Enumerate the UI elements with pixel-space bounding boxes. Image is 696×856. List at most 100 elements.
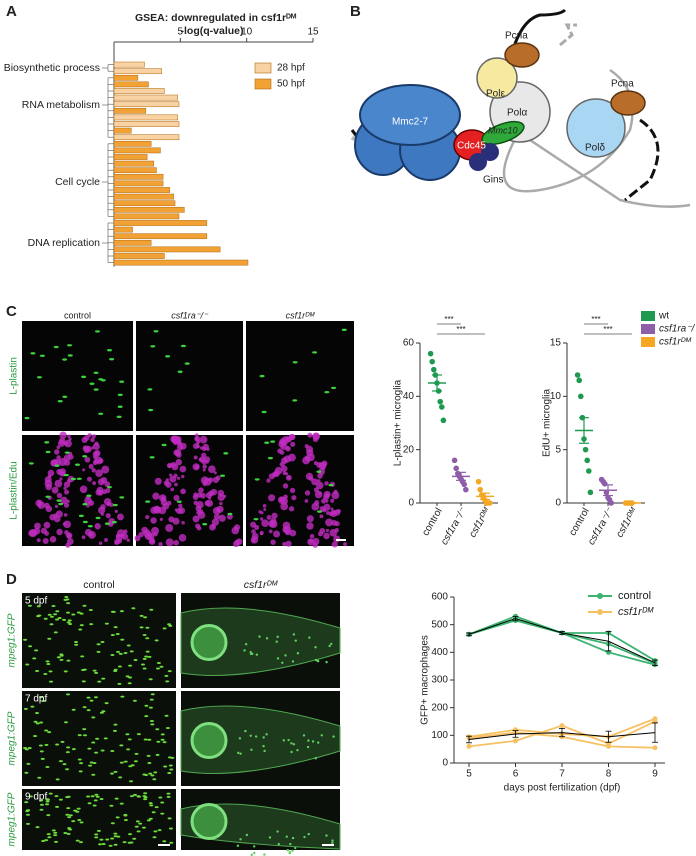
y-tick-label: 600 bbox=[431, 592, 448, 603]
panel-label: C bbox=[6, 303, 17, 320]
macrophage bbox=[90, 795, 95, 798]
edu-signal bbox=[334, 527, 339, 533]
macrophage bbox=[155, 667, 160, 670]
macrophage bbox=[162, 627, 167, 630]
gfp-signal bbox=[288, 851, 291, 855]
macrophage bbox=[41, 839, 46, 842]
significance-label: *** bbox=[456, 325, 465, 334]
eye bbox=[190, 803, 228, 840]
edu-signal bbox=[53, 449, 60, 455]
microglia bbox=[180, 344, 186, 348]
macrophage bbox=[112, 729, 117, 732]
macrophage bbox=[25, 822, 30, 825]
bar bbox=[113, 121, 180, 127]
edu-signal bbox=[64, 459, 71, 466]
edu-signal bbox=[44, 476, 52, 484]
macrophage bbox=[132, 793, 137, 796]
edu-signal bbox=[262, 504, 267, 508]
macrophage bbox=[46, 833, 51, 836]
gins bbox=[481, 143, 499, 161]
gfp-signal bbox=[265, 733, 268, 736]
macrophage bbox=[34, 712, 39, 715]
data-point bbox=[586, 468, 592, 474]
bar bbox=[113, 94, 178, 101]
macrophage bbox=[48, 792, 53, 795]
legend-label: wt bbox=[658, 311, 669, 322]
macrophage bbox=[26, 809, 31, 812]
y-tick-label: 40 bbox=[403, 391, 415, 402]
microglia bbox=[184, 362, 190, 365]
microglia bbox=[270, 440, 276, 443]
macrophage bbox=[79, 612, 84, 615]
macrophage bbox=[164, 714, 169, 717]
gfp-signal bbox=[291, 849, 294, 852]
edu-signal bbox=[36, 538, 41, 543]
microglia bbox=[254, 478, 260, 481]
macrophage bbox=[60, 740, 65, 743]
edu-signal bbox=[263, 508, 267, 512]
macrophage bbox=[127, 738, 132, 741]
edu-signal bbox=[282, 483, 289, 489]
macrophage bbox=[139, 614, 144, 617]
edu-signal bbox=[54, 479, 63, 488]
macrophage bbox=[160, 738, 165, 741]
legend-label: 28 hpf bbox=[277, 63, 305, 74]
gfp-signal bbox=[320, 734, 323, 737]
microglia bbox=[87, 524, 93, 528]
microglia bbox=[264, 441, 270, 444]
macrophage bbox=[125, 733, 130, 736]
edu-signal bbox=[105, 513, 111, 519]
macrophage bbox=[93, 799, 98, 802]
gfp-signal bbox=[253, 851, 256, 855]
edu-signal bbox=[180, 488, 186, 495]
macrophage bbox=[86, 696, 91, 699]
bar bbox=[113, 200, 176, 207]
macrophage bbox=[153, 830, 158, 833]
macrophage bbox=[110, 837, 115, 840]
macrophage bbox=[131, 607, 136, 610]
microglia bbox=[74, 463, 80, 466]
macrophage bbox=[142, 657, 147, 660]
edu-signal bbox=[209, 523, 216, 531]
macrophage bbox=[154, 639, 159, 642]
edu-signal bbox=[178, 503, 183, 509]
macrophage bbox=[164, 674, 169, 677]
macrophage bbox=[66, 832, 71, 835]
edu-signal bbox=[323, 494, 330, 501]
replicate-point bbox=[652, 745, 658, 751]
macrophage bbox=[109, 804, 114, 807]
macrophage bbox=[118, 776, 123, 779]
microglia bbox=[30, 352, 36, 355]
edu-signal bbox=[202, 482, 207, 487]
edu-signal bbox=[114, 540, 119, 545]
diagram-label: Polδ bbox=[585, 143, 605, 154]
data-point bbox=[451, 457, 458, 464]
edu-signal bbox=[193, 455, 198, 460]
gfp-signal bbox=[263, 749, 266, 753]
gfp-signal bbox=[262, 744, 265, 748]
gfp-signal bbox=[314, 757, 317, 760]
macrophage bbox=[96, 650, 101, 653]
gfp-signal bbox=[285, 835, 288, 838]
microglia bbox=[202, 522, 208, 526]
macrophage bbox=[57, 616, 62, 619]
larva-outline bbox=[180, 705, 341, 774]
pcna bbox=[610, 90, 646, 116]
edu-signal bbox=[109, 502, 114, 507]
microglia bbox=[177, 370, 183, 373]
edu-signal bbox=[202, 446, 207, 452]
macrophage bbox=[62, 763, 67, 766]
macrophage bbox=[146, 754, 151, 757]
edu-signal bbox=[174, 508, 178, 512]
macrophage bbox=[45, 800, 50, 803]
macrophage bbox=[117, 665, 122, 668]
microglia bbox=[53, 345, 59, 349]
diagram-label: Mmc10 bbox=[488, 125, 518, 135]
microglia bbox=[82, 455, 88, 458]
edu-signal bbox=[173, 494, 180, 502]
edu-signal bbox=[199, 456, 206, 463]
microglia bbox=[98, 412, 104, 415]
edu-signal bbox=[318, 461, 327, 470]
macrophage bbox=[149, 804, 154, 807]
diagram-label: Pcna bbox=[505, 31, 528, 42]
